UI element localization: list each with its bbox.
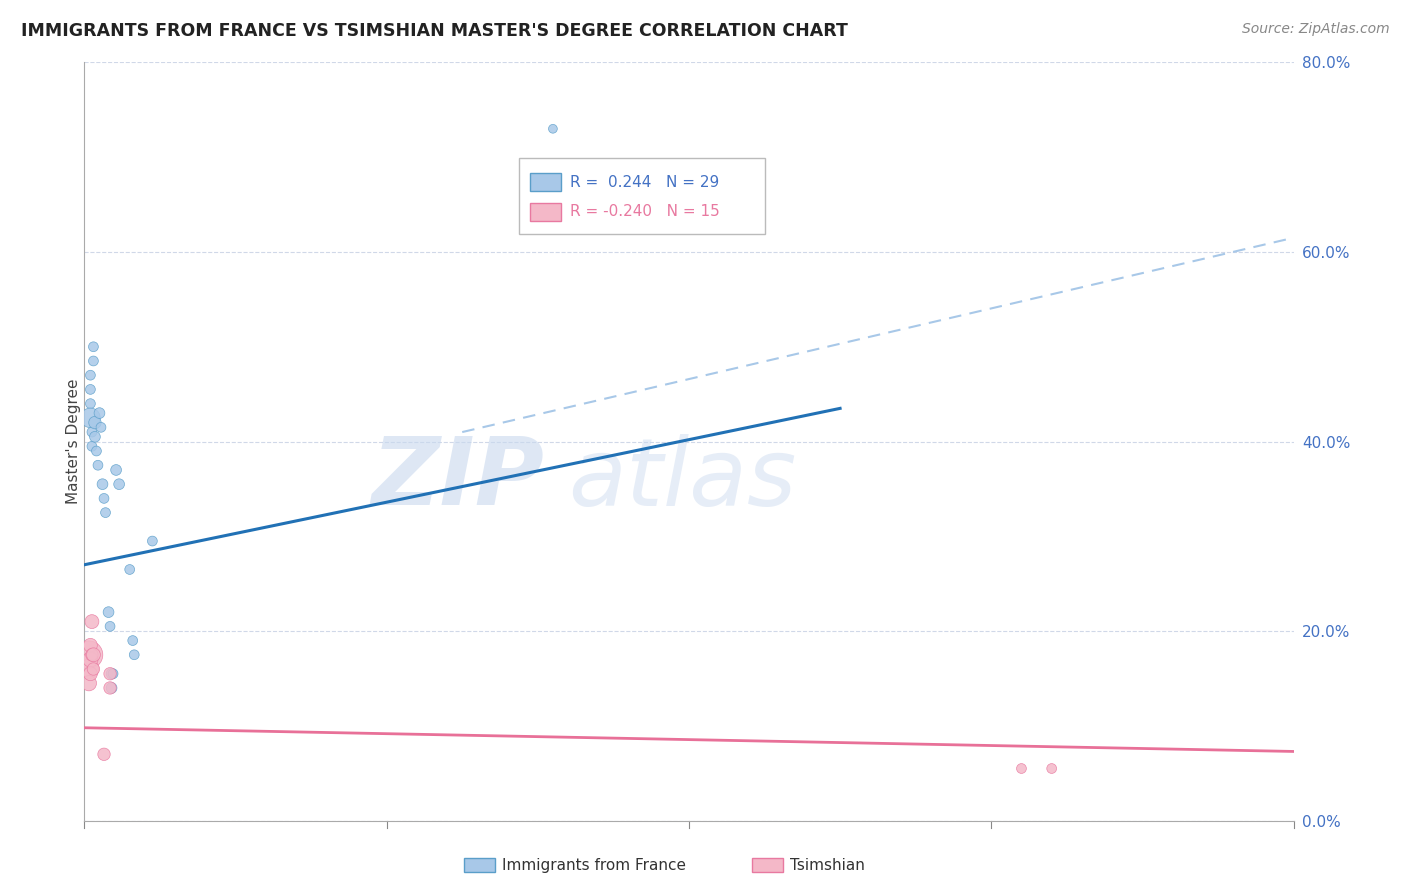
Point bbox=[90, 420, 112, 434]
Point bbox=[79, 383, 101, 397]
Point bbox=[82, 662, 104, 676]
Point bbox=[84, 416, 107, 430]
Point bbox=[91, 477, 114, 491]
Text: R =  0.244   N = 29: R = 0.244 N = 29 bbox=[569, 175, 718, 190]
Point bbox=[79, 666, 101, 681]
Text: ZIP: ZIP bbox=[371, 434, 544, 525]
Point bbox=[98, 681, 121, 695]
Point bbox=[79, 410, 101, 425]
Point bbox=[80, 615, 103, 629]
Point bbox=[94, 506, 117, 520]
Point bbox=[141, 534, 163, 549]
Point bbox=[77, 662, 100, 676]
Point bbox=[79, 638, 101, 652]
Point bbox=[108, 477, 131, 491]
Point bbox=[80, 425, 103, 439]
Point bbox=[79, 396, 101, 410]
Point bbox=[101, 666, 124, 681]
Text: atlas: atlas bbox=[568, 434, 796, 525]
Point bbox=[87, 458, 110, 473]
Y-axis label: Master's Degree: Master's Degree bbox=[66, 379, 80, 504]
Point bbox=[1040, 762, 1063, 776]
Point bbox=[86, 444, 108, 458]
Point bbox=[541, 121, 564, 136]
Point bbox=[79, 368, 101, 383]
Text: Source: ZipAtlas.com: Source: ZipAtlas.com bbox=[1241, 22, 1389, 37]
Point bbox=[93, 747, 115, 762]
Point bbox=[77, 676, 100, 690]
Point bbox=[82, 354, 104, 368]
Text: Immigrants from France: Immigrants from France bbox=[502, 858, 686, 872]
Point bbox=[98, 619, 121, 633]
Text: IMMIGRANTS FROM FRANCE VS TSIMSHIAN MASTER'S DEGREE CORRELATION CHART: IMMIGRANTS FROM FRANCE VS TSIMSHIAN MAST… bbox=[21, 22, 848, 40]
Point bbox=[82, 340, 104, 354]
Point bbox=[80, 648, 103, 662]
Point bbox=[89, 406, 111, 420]
Point bbox=[105, 463, 128, 477]
Point bbox=[100, 681, 122, 695]
Point bbox=[84, 430, 107, 444]
Point bbox=[122, 648, 145, 662]
Text: Tsimshian: Tsimshian bbox=[790, 858, 865, 872]
Point bbox=[80, 439, 103, 453]
Point bbox=[93, 491, 115, 506]
Point bbox=[1011, 762, 1033, 776]
Point bbox=[79, 652, 101, 666]
Point bbox=[100, 666, 122, 681]
Point bbox=[121, 633, 143, 648]
Point bbox=[77, 648, 100, 662]
Point bbox=[118, 562, 141, 576]
Point bbox=[97, 605, 120, 619]
Point bbox=[98, 666, 121, 681]
Text: R = -0.240   N = 15: R = -0.240 N = 15 bbox=[569, 204, 720, 219]
Point bbox=[82, 648, 104, 662]
